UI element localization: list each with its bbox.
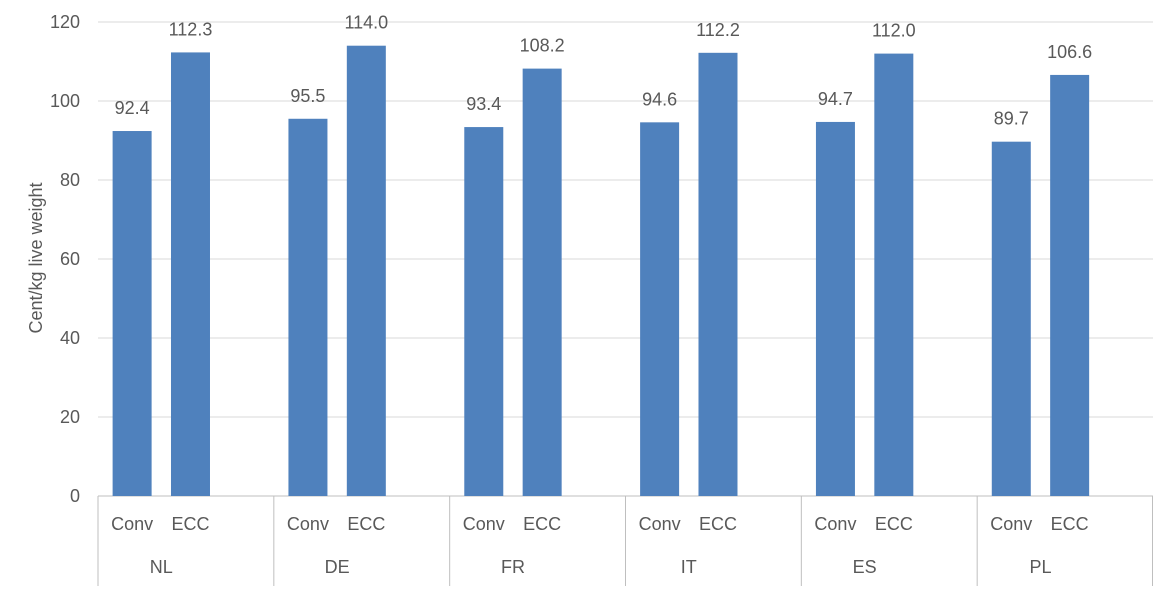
x-category-label: ECC bbox=[699, 514, 737, 534]
x-group-label: DE bbox=[325, 557, 350, 577]
y-axis-title: Cent/kg live weight bbox=[26, 182, 46, 333]
data-label: 92.4 bbox=[115, 98, 150, 118]
data-labels: 92.4 112.3 95.5 114.0 93.4 108.2 94.6 112.2 94.7… bbox=[115, 13, 1093, 129]
bar-pl-ecc bbox=[1050, 74, 1090, 497]
x-category-label: Conv bbox=[639, 514, 681, 534]
x-group-label: ES bbox=[853, 557, 877, 577]
data-label: 95.5 bbox=[290, 86, 325, 106]
data-label: 114.0 bbox=[344, 13, 388, 33]
x-category-label: ECC bbox=[171, 514, 209, 534]
x-group-label: NL bbox=[150, 557, 173, 577]
bars bbox=[112, 45, 1090, 497]
bar-nl-ecc bbox=[170, 52, 210, 496]
data-label: 108.2 bbox=[520, 36, 565, 56]
bar-nl-conv bbox=[112, 131, 152, 496]
y-tick-label: 120 bbox=[50, 12, 80, 32]
y-tick-label: 0 bbox=[70, 486, 80, 506]
x-category-label: ECC bbox=[875, 514, 913, 534]
x-group-label: PL bbox=[1029, 557, 1051, 577]
x-group-label: FR bbox=[501, 557, 525, 577]
x-group-label: IT bbox=[681, 557, 697, 577]
y-tick-label: 80 bbox=[60, 170, 80, 190]
x-category-label: Conv bbox=[814, 514, 856, 534]
bar-it-conv bbox=[640, 122, 680, 496]
data-label: 112.0 bbox=[872, 21, 916, 41]
x-axis: Conv ECC NL Conv ECC DE Conv ECC FR Conv ECC IT Conv… bbox=[97, 496, 1153, 586]
x-category-label: ECC bbox=[1051, 514, 1089, 534]
data-label: 106.6 bbox=[1047, 42, 1092, 62]
gridlines bbox=[98, 21, 1153, 497]
x-category-label: Conv bbox=[463, 514, 505, 534]
y-tick-label: 100 bbox=[50, 91, 80, 111]
bar-pl-conv bbox=[991, 141, 1031, 496]
bar-it-ecc bbox=[698, 52, 738, 497]
data-label: 94.6 bbox=[642, 89, 677, 109]
y-tick-label: 20 bbox=[60, 407, 80, 427]
data-label: 93.4 bbox=[466, 94, 501, 114]
bar-fr-conv bbox=[464, 127, 504, 496]
bar-es-conv bbox=[815, 121, 855, 496]
x-category-label: Conv bbox=[111, 514, 153, 534]
data-label: 112.3 bbox=[169, 19, 213, 39]
bar-es-ecc bbox=[874, 53, 914, 496]
data-label: 89.7 bbox=[994, 109, 1029, 129]
bar-de-ecc bbox=[346, 45, 386, 496]
x-category-label: Conv bbox=[287, 514, 329, 534]
y-axis-ticks: 0 20 40 60 80 100 120 bbox=[50, 12, 80, 506]
x-category-label: ECC bbox=[523, 514, 561, 534]
bar-fr-ecc bbox=[522, 68, 562, 497]
bar-de-conv bbox=[288, 118, 328, 497]
y-tick-label: 40 bbox=[60, 328, 80, 348]
y-tick-label: 60 bbox=[60, 249, 80, 269]
x-category-label: Conv bbox=[990, 514, 1032, 534]
data-label: 94.7 bbox=[818, 89, 853, 109]
x-category-label: ECC bbox=[347, 514, 385, 534]
data-label: 112.2 bbox=[696, 20, 740, 40]
